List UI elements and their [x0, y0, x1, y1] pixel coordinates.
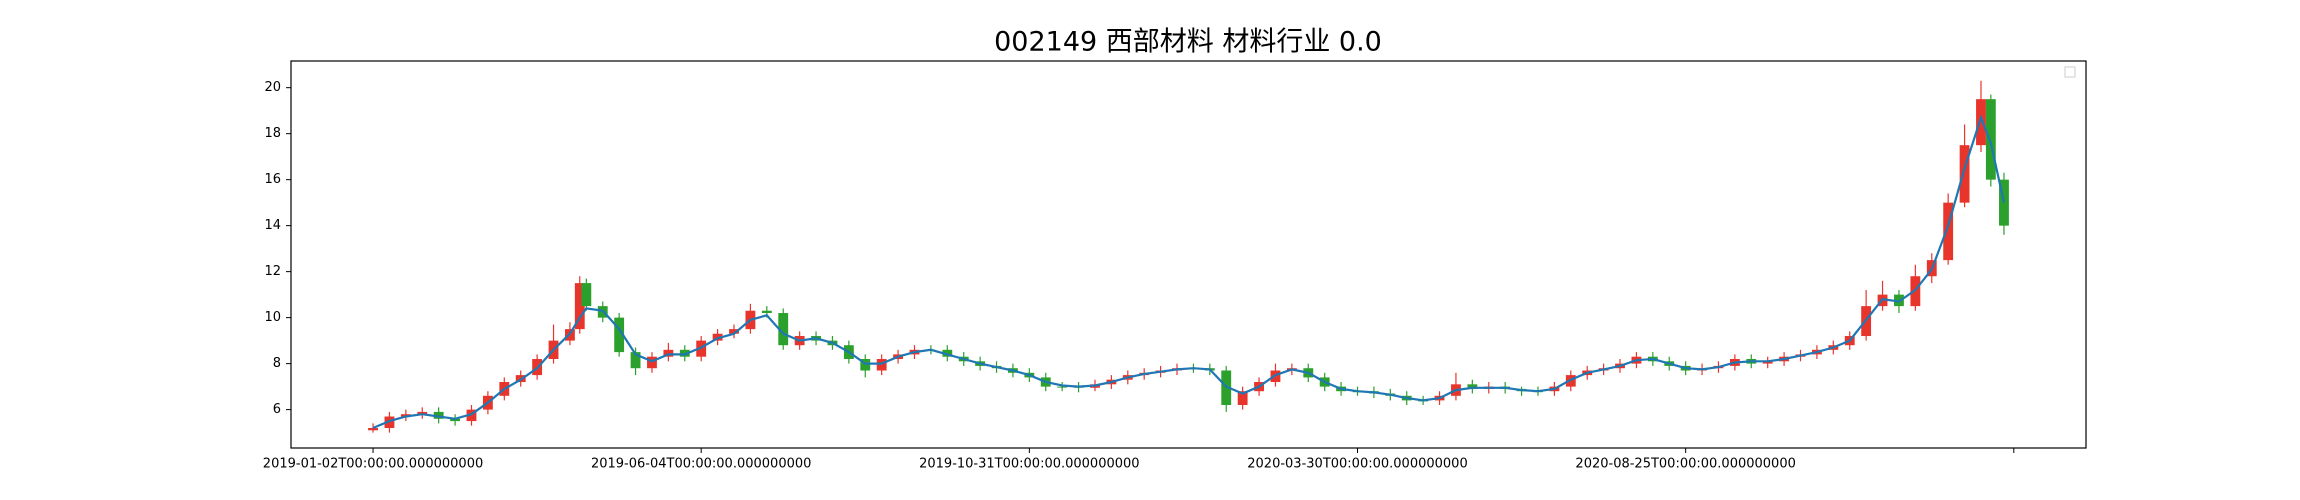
candle-body — [400, 414, 411, 417]
x-tick-label: 2019-10-31T00:00:00.000000000 — [919, 457, 1139, 472]
candle-body — [1985, 99, 1996, 180]
candle-body — [876, 359, 887, 371]
candle-body — [1057, 386, 1068, 388]
candle-body — [368, 427, 378, 431]
candle-body — [860, 359, 871, 371]
candle-body — [1943, 202, 1954, 261]
candle-body — [433, 411, 444, 419]
y-tick-label: 6 — [273, 402, 281, 417]
moving-average-line — [372, 114, 2006, 430]
y-tick-label: 14 — [264, 218, 281, 233]
y-tick-label: 12 — [264, 264, 281, 279]
candle-body — [1762, 361, 1773, 364]
candle-body — [450, 418, 460, 422]
x-tick-label: 2020-03-30T00:00:00.000000000 — [1247, 457, 1467, 472]
candle-body — [1976, 99, 1986, 146]
y-tick-label: 10 — [264, 310, 281, 325]
candle-body — [729, 329, 739, 334]
candle-body — [466, 409, 477, 422]
candle-body — [574, 283, 585, 330]
candle-body — [778, 313, 789, 346]
candle-body — [1237, 391, 1248, 405]
candle-body — [581, 283, 592, 307]
candle-body — [630, 352, 641, 369]
y-tick-label: 16 — [264, 172, 281, 187]
candle-body — [1959, 145, 1970, 203]
y-tick-label: 18 — [264, 126, 281, 141]
plot-frame — [290, 60, 2087, 449]
legend-box — [2064, 66, 2076, 78]
candle-body — [1999, 179, 2009, 226]
candle-body — [614, 317, 625, 353]
candle-body — [663, 349, 674, 357]
candle-body — [417, 411, 428, 415]
candle-body — [1467, 384, 1478, 389]
y-tick-label: 20 — [264, 80, 281, 95]
chart-title: 002149 西部材料 材料行业 0.0 — [994, 27, 1382, 58]
x-tick-label: 2019-06-04T00:00:00.000000000 — [591, 457, 811, 472]
x-tick-label: 2020-08-25T00:00:00.000000000 — [1575, 457, 1795, 472]
x-tick-label: 2019-01-02T00:00:00.000000000 — [263, 457, 483, 472]
y-tick-label: 8 — [273, 356, 281, 371]
candle-body — [761, 310, 772, 314]
